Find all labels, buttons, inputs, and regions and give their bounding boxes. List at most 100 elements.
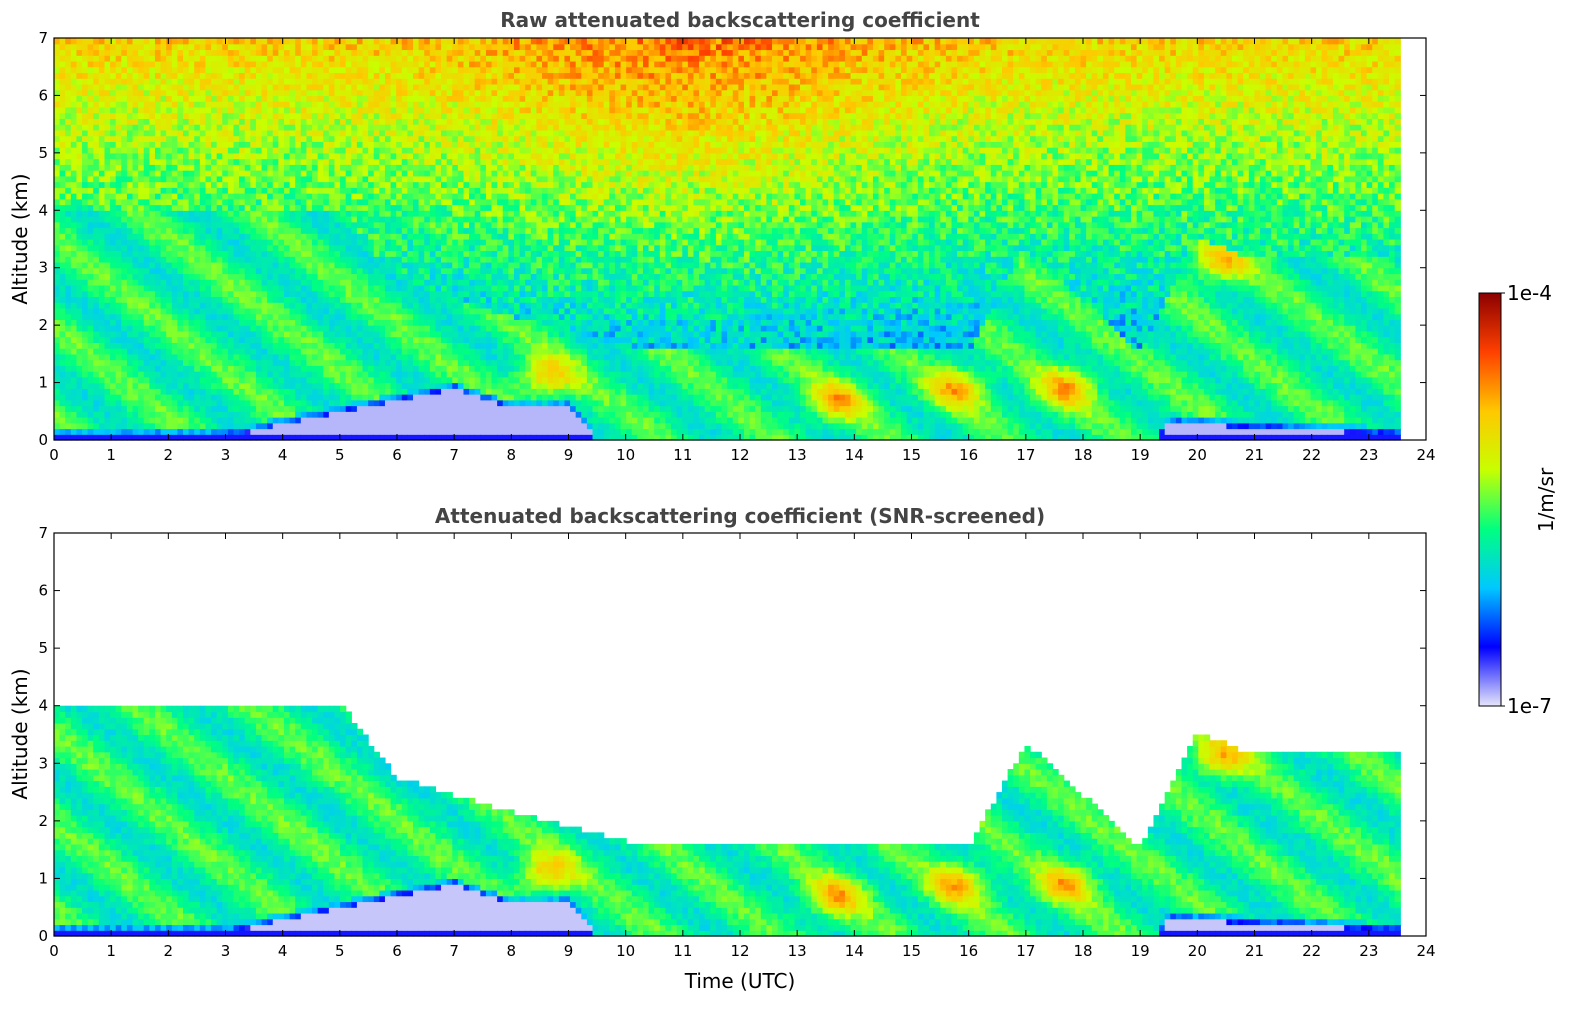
heatmap-cell <box>149 233 156 240</box>
heatmap-cell <box>149 78 156 85</box>
heatmap-cell <box>323 89 330 97</box>
heatmap-cell <box>323 399 330 407</box>
heatmap-cell <box>216 112 223 119</box>
heatmap-cell <box>154 371 162 378</box>
heatmap-cell <box>132 124 139 131</box>
heatmap-cell <box>166 95 173 102</box>
heatmap-cell <box>362 417 369 424</box>
heatmap-cell <box>424 371 431 378</box>
heatmap-cell <box>250 290 257 298</box>
heatmap-cell <box>87 112 94 119</box>
heatmap-cell <box>216 83 223 91</box>
heatmap-cell <box>334 164 341 171</box>
heatmap-cell <box>384 43 392 51</box>
heatmap-cell <box>98 198 106 206</box>
heatmap-cell <box>76 181 83 188</box>
heatmap-cell <box>390 359 397 366</box>
heatmap-cell <box>143 244 150 252</box>
heatmap-cell <box>323 181 330 188</box>
heatmap-cell <box>171 106 179 114</box>
heatmap-cell <box>368 365 375 372</box>
heatmap-cell <box>334 342 341 349</box>
heatmap-cell <box>54 152 61 160</box>
heatmap-cell <box>407 296 414 303</box>
heatmap-cell <box>188 106 195 114</box>
heatmap-cell <box>272 170 279 177</box>
heatmap-cell <box>340 417 347 424</box>
heatmap-cell <box>446 164 453 171</box>
heatmap-cell <box>188 78 195 85</box>
heatmap-cell <box>396 307 403 315</box>
heatmap-cell <box>396 319 403 326</box>
heatmap-cell <box>98 147 106 154</box>
heatmap-cell <box>429 244 437 252</box>
heatmap-cell <box>300 279 308 286</box>
heatmap-cell <box>194 112 201 119</box>
heatmap-cell <box>317 313 324 320</box>
heatmap-cell <box>110 307 117 315</box>
heatmap-cell <box>222 49 229 56</box>
heatmap-cell <box>143 89 150 97</box>
heatmap-cell <box>104 348 111 355</box>
heatmap-cell <box>401 307 408 315</box>
heatmap-cell <box>429 388 437 395</box>
heatmap-cell <box>183 302 190 309</box>
heatmap-cell <box>143 101 150 108</box>
heatmap-cell <box>368 55 375 62</box>
heatmap-cell <box>160 296 167 303</box>
heatmap-cell <box>446 72 453 79</box>
heatmap-cell <box>295 325 302 332</box>
heatmap-cell <box>138 417 145 424</box>
heatmap-cell <box>379 399 386 407</box>
heatmap-cell <box>283 273 291 280</box>
heatmap-cell <box>283 106 291 114</box>
heatmap-cell <box>396 181 403 188</box>
heatmap-cell <box>126 89 134 97</box>
heatmap-cell <box>401 279 408 286</box>
heatmap-cell <box>300 101 308 108</box>
heatmap-cell <box>418 95 425 102</box>
heatmap-cell <box>54 129 61 137</box>
heatmap-cell <box>424 313 431 320</box>
heatmap-cell <box>345 261 352 269</box>
heatmap-cell <box>323 284 330 292</box>
heatmap-cell <box>205 60 212 68</box>
heatmap-cell <box>413 417 420 424</box>
heatmap-cell <box>93 336 100 343</box>
heatmap-cell <box>239 60 246 68</box>
heatmap-cell <box>115 273 122 280</box>
heatmap-cell <box>104 216 111 223</box>
heatmap-cell <box>239 422 246 430</box>
heatmap-cell <box>194 359 201 366</box>
heatmap-cell <box>323 307 330 315</box>
heatmap-cell <box>407 382 414 389</box>
heatmap-cell <box>183 38 190 45</box>
heatmap-cell <box>379 296 386 303</box>
heatmap-cell <box>295 307 302 315</box>
heatmap-cell <box>132 60 139 68</box>
heatmap-cell <box>278 279 285 286</box>
heatmap-cell <box>345 371 352 378</box>
heatmap-cell <box>407 290 414 298</box>
heatmap-cell <box>340 399 347 407</box>
heatmap-cell <box>76 330 83 338</box>
heatmap-cell <box>87 325 94 332</box>
heatmap-cell <box>115 342 122 349</box>
heatmap-cell <box>211 307 218 315</box>
heatmap-cell <box>267 83 274 91</box>
heatmap-cell <box>261 170 268 177</box>
heatmap-cell <box>289 365 296 372</box>
heatmap-cell <box>138 399 145 407</box>
heatmap-cell <box>267 296 274 303</box>
heatmap-cell <box>244 89 251 97</box>
heatmap-cell <box>70 239 78 246</box>
heatmap-cell <box>340 152 347 160</box>
heatmap-cell <box>384 261 392 269</box>
heatmap-cell <box>255 89 263 97</box>
heatmap-cell <box>317 307 324 315</box>
heatmap-cell <box>121 210 128 217</box>
heatmap-cell <box>171 181 179 188</box>
heatmap-cell <box>87 221 94 229</box>
heatmap-cell <box>267 233 274 240</box>
heatmap-cell <box>396 43 403 51</box>
